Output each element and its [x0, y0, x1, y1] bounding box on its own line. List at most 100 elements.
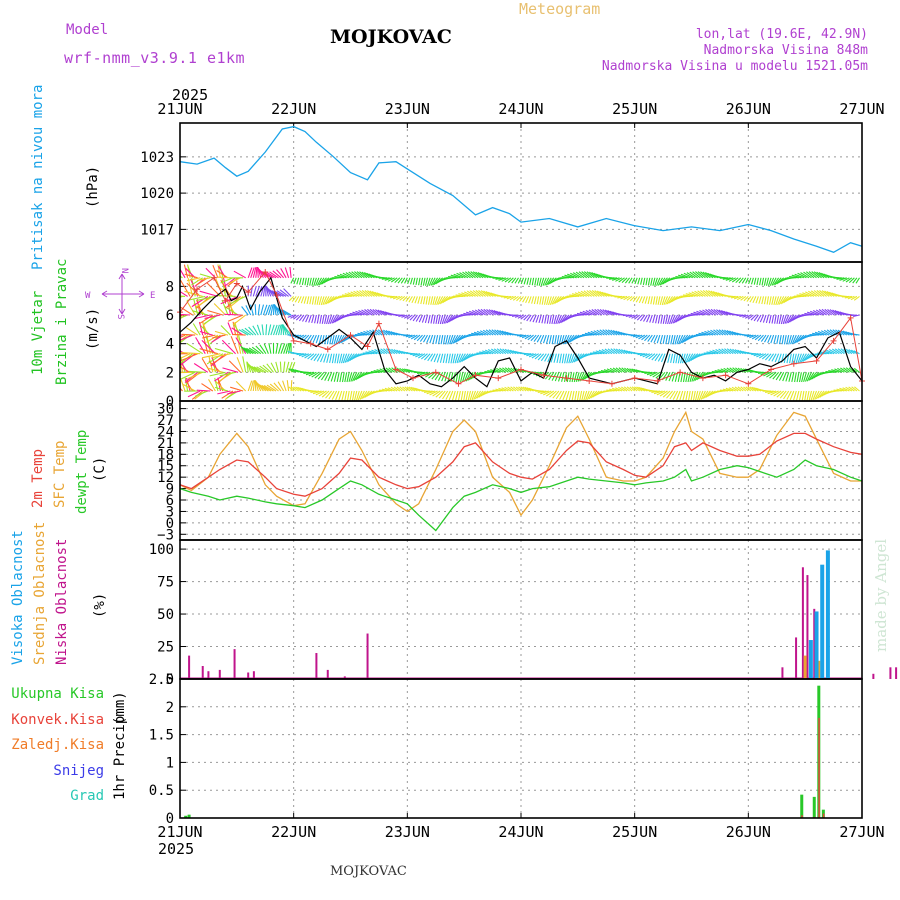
wind-arrow: [588, 390, 595, 400]
wind-arrow: [216, 294, 236, 297]
model-label: Model: [66, 22, 108, 38]
wind-arrow: [269, 383, 279, 392]
wind-gust-marker: [307, 340, 314, 347]
wind-arrow: [454, 390, 459, 401]
wind-arrow: [242, 356, 247, 373]
wind-arrow: [180, 390, 181, 391]
wind-arrow: [321, 314, 325, 324]
wind-arrow: [295, 314, 302, 321]
wind-arrow: [381, 388, 390, 392]
wind-arrow: [318, 296, 323, 306]
wind-arrow: [516, 334, 524, 337]
wind-arrow: [699, 310, 709, 316]
wind-arrow: [180, 366, 191, 373]
wind-arrow: [463, 353, 471, 361]
low-cloud-bar: [207, 671, 210, 679]
wind-arrow: [740, 295, 747, 301]
wind-arrow: [406, 386, 413, 392]
wind-arrow: [284, 267, 290, 278]
wind-arrow: [396, 349, 403, 355]
wind-arrow: [374, 349, 383, 355]
wind-arrow: [702, 271, 711, 279]
mid-cloud-bar: [817, 660, 821, 679]
wind-arrow: [683, 272, 694, 279]
wind-arrow: [834, 310, 843, 316]
wind-arrow: [569, 294, 580, 297]
wind-arrow: [601, 291, 610, 297]
wind-arrow: [303, 296, 307, 304]
wind-arrow: [377, 309, 385, 316]
wind-arrow: [810, 290, 820, 297]
wind-arrow: [252, 267, 257, 278]
wind-arrow: [275, 343, 279, 354]
wind-arrow: [551, 296, 557, 305]
wind-arrow: [305, 314, 310, 323]
wind-arrow: [656, 277, 661, 286]
precip-legend-freezing: Zaledj.Kisa: [11, 737, 104, 753]
wind-arrow: [791, 372, 795, 383]
wind-arrow: [759, 314, 765, 323]
wind-arrow: [245, 305, 252, 316]
wind-arrow: [705, 309, 714, 316]
wind-arrow: [784, 314, 790, 324]
wind-arrow: [499, 348, 507, 355]
wind-arrow: [557, 314, 562, 324]
x-tick-label-bottom: 25JUN: [612, 823, 657, 841]
wind-arrow: [636, 386, 643, 392]
wind-arrow: [771, 353, 777, 362]
wind-arrow: [819, 390, 827, 398]
wind-arrow: [362, 390, 370, 399]
wind-arrow: [250, 267, 255, 278]
wind-arrow: [452, 334, 459, 344]
wind-arrow: [208, 379, 216, 392]
wind-arrow: [720, 310, 729, 316]
wind-arrow: [320, 371, 327, 381]
wind-arrow: [268, 342, 272, 354]
wind-arrow: [662, 334, 666, 345]
wind-arrow: [450, 353, 454, 364]
wind-arrow: [577, 291, 587, 297]
wind-arrow: [428, 371, 436, 379]
low-cloud-bar: [795, 637, 798, 679]
wind-arrow: [647, 296, 651, 305]
wind-arrow: [561, 275, 572, 279]
wind-gust-marker: [245, 289, 252, 296]
wind-arrow: [745, 277, 749, 284]
wind-arrow: [354, 271, 363, 279]
wind-arrow: [221, 390, 234, 399]
wind-arrow: [506, 295, 514, 300]
wind-arrow: [199, 290, 219, 297]
wind-gust-marker: [586, 377, 593, 384]
wind-arrow: [728, 387, 736, 392]
wind-arrow: [817, 390, 825, 399]
wind-arrow: [180, 353, 198, 362]
wind-arrow: [186, 342, 204, 355]
wind-arrow: [582, 334, 592, 336]
precip-legend-snow: Snijeg: [53, 763, 104, 779]
wind-arrow: [555, 314, 560, 325]
wind-arrow: [685, 390, 689, 401]
wind-arrow: [238, 335, 244, 354]
wind-arrow: [602, 329, 610, 336]
wind-arrow: [372, 329, 380, 336]
y-tick-label: 8: [166, 279, 174, 295]
wind-arrow: [686, 272, 696, 279]
wind-arrow: [632, 296, 638, 302]
wind-arrow: [607, 329, 615, 336]
wind-arrow: [544, 277, 550, 286]
wind-arrow: [298, 314, 305, 322]
wind-gust-marker: [392, 366, 399, 373]
wind-arrow: [803, 372, 807, 382]
wind-arrow: [743, 296, 749, 302]
wind-arrow: [504, 277, 512, 283]
wind-arrow: [385, 367, 393, 373]
wind-arrow: [765, 277, 770, 286]
wind-arrow: [707, 330, 716, 336]
wind-arrow: [257, 304, 261, 316]
wind-arrow: [254, 380, 257, 392]
wind-arrow: [416, 334, 423, 342]
wind-arrow: [618, 367, 625, 373]
wind-arrow: [201, 340, 216, 355]
wind-arrow: [467, 390, 472, 401]
wind-arrow: [334, 353, 338, 364]
